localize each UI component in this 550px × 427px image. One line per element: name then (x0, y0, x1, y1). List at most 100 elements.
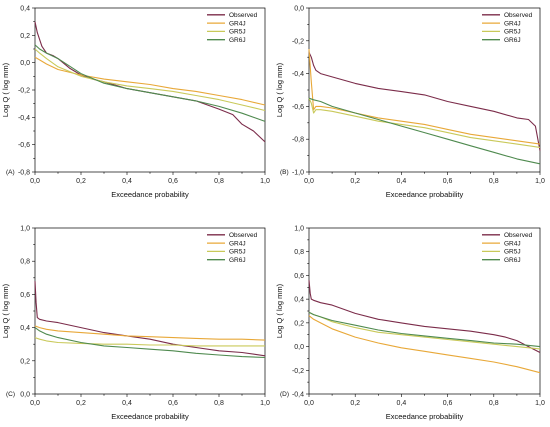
x-tick-label: 0,4 (397, 400, 407, 407)
x-tick-label: 0,0 (304, 178, 314, 185)
series-line-gr4j (308, 315, 541, 374)
legend-label-observed: Observed (504, 12, 533, 19)
y-tick-label: -0,4 (18, 115, 30, 122)
legend-label-gr6j: GR6J (229, 257, 246, 264)
y-tick-label: 0,0 (20, 392, 30, 399)
x-tick-label: 1,0 (260, 178, 270, 185)
panel-label: (A) (6, 169, 15, 176)
series-line-gr4j (308, 48, 541, 145)
y-tick-label: 0,0 (294, 344, 304, 351)
legend-label-gr4j: GR4J (504, 240, 521, 247)
y-tick-label: 0,0 (294, 6, 304, 13)
legend-label-gr6j: GR6J (504, 37, 521, 44)
y-tick-label: -0,8 (292, 137, 304, 144)
y-tick-label: -0,4 (292, 392, 304, 399)
y-tick-label: 0,6 (20, 292, 30, 299)
legend-label-gr4j: GR4J (504, 20, 521, 27)
x-tick-label: 0,6 (443, 400, 453, 407)
series-line-observed (308, 280, 541, 353)
x-tick-label: 1,0 (535, 400, 545, 407)
legend-label-gr6j: GR6J (504, 257, 521, 264)
x-tick-label: 0,0 (30, 400, 40, 407)
x-tick-label: 1,0 (535, 178, 545, 185)
legend-label-observed: Observed (229, 232, 258, 239)
y-tick-label: 0,6 (294, 273, 304, 280)
y-tick-label: -1,0 (292, 170, 304, 177)
y-tick-label: -0,2 (292, 38, 304, 45)
y-tick-label: 0,8 (294, 249, 304, 256)
x-axis-title: Exceedance probability (386, 412, 464, 421)
x-axis-title: Exceedance probability (111, 190, 189, 199)
y-tick-label: -0,8 (18, 170, 30, 177)
x-tick-label: 0,8 (489, 400, 499, 407)
x-tick-label: 0,6 (443, 178, 453, 185)
panel-c: 0,0 0,2 0,4 0,6 0,8 1,0 0,0 0,2 0,4 0,6 0,8 1,0 Exce… (1, 226, 270, 422)
legend-label-gr4j: GR4J (229, 240, 246, 247)
x-tick-label: 0,8 (214, 400, 224, 407)
panel-label: (D) (280, 391, 289, 398)
x-tick-label: 0,8 (489, 178, 499, 185)
y-tick-label: -0,2 (292, 368, 304, 375)
y-tick-label: 0,2 (294, 320, 304, 327)
series-line-gr5j (34, 337, 265, 347)
y-tick-label: -0,6 (18, 142, 30, 149)
panel-d: 0,0 0,2 0,4 0,6 0,8 1,0 -0,4 -0,2 0,0 0,2 0,4 0,6 0,… (275, 226, 545, 422)
y-tick-label: -0,6 (292, 104, 304, 111)
panel-b: 0,0 0,2 0,4 0,6 0,8 1,0 -1,0 -0,8 -0,6 -0,4 -0,2 0,… (275, 6, 545, 200)
y-tick-label: 1,0 (20, 226, 30, 233)
series-line-gr4j (34, 325, 266, 341)
series-line-gr6j (34, 44, 266, 122)
series-line-gr5j (34, 48, 266, 112)
x-tick-label: 0,8 (214, 178, 224, 185)
y-axis-title: Log Q ( log mm) (1, 62, 10, 117)
x-axis-title: Exceedance probability (386, 190, 464, 199)
legend-label-observed: Observed (229, 12, 258, 19)
x-tick-label: 1,0 (260, 400, 270, 407)
series-line-gr4j (34, 56, 266, 106)
legend-label-observed: Observed (504, 232, 533, 239)
y-tick-label: 0,4 (294, 297, 304, 304)
y-tick-label: -0,2 (18, 88, 30, 95)
panel-label: (B) (280, 169, 289, 176)
x-tick-label: 0,6 (168, 400, 178, 407)
x-tick-label: 0,0 (304, 400, 314, 407)
legend-label-gr5j: GR5J (504, 249, 521, 256)
y-tick-label: 0,2 (20, 358, 30, 365)
series-line-gr6j (308, 311, 541, 348)
legend-label-gr5j: GR5J (504, 29, 521, 36)
x-tick-label: 0,4 (122, 178, 132, 185)
panel-a: 0,0 0,2 0,4 0,6 0,8 1,0 -0,8 -0,6 -0,4 -0,2 0,0 0,2… (1, 6, 270, 200)
legend-label-gr4j: GR4J (229, 20, 246, 27)
panel-label: (C) (6, 391, 15, 398)
y-tick-label: 0,4 (20, 6, 30, 13)
y-tick-label: 0,2 (20, 33, 30, 40)
y-axis-title: Log Q ( log mm) (275, 283, 284, 338)
series-line-observed (34, 281, 266, 357)
legend-label-gr6j: GR6J (229, 37, 246, 44)
y-tick-label: 1,0 (294, 226, 304, 233)
y-tick-label: 0,0 (20, 60, 30, 67)
x-tick-label: 0,2 (76, 400, 86, 407)
x-tick-label: 0,2 (350, 400, 360, 407)
legend-label-gr5j: GR5J (229, 249, 246, 256)
series-line-gr6j (308, 97, 541, 165)
legend-label-gr5j: GR5J (229, 29, 246, 36)
x-tick-label: 0,4 (122, 400, 132, 407)
y-axis-title: Log Q ( log mm) (1, 283, 10, 338)
y-tick-label: -0,4 (292, 71, 304, 78)
y-axis-title: Log Q ( log mm) (275, 62, 284, 117)
y-tick-label: 0,8 (20, 259, 30, 266)
x-axis-title: Exceedance probability (111, 412, 189, 421)
x-tick-label: 0,6 (168, 178, 178, 185)
x-tick-label: 0,0 (30, 178, 40, 185)
y-tick-label: 0,4 (20, 325, 30, 332)
series-line-observed (308, 52, 541, 151)
series-line-gr5j (308, 97, 541, 148)
x-tick-label: 0,4 (397, 178, 407, 185)
x-tick-label: 0,2 (350, 178, 360, 185)
